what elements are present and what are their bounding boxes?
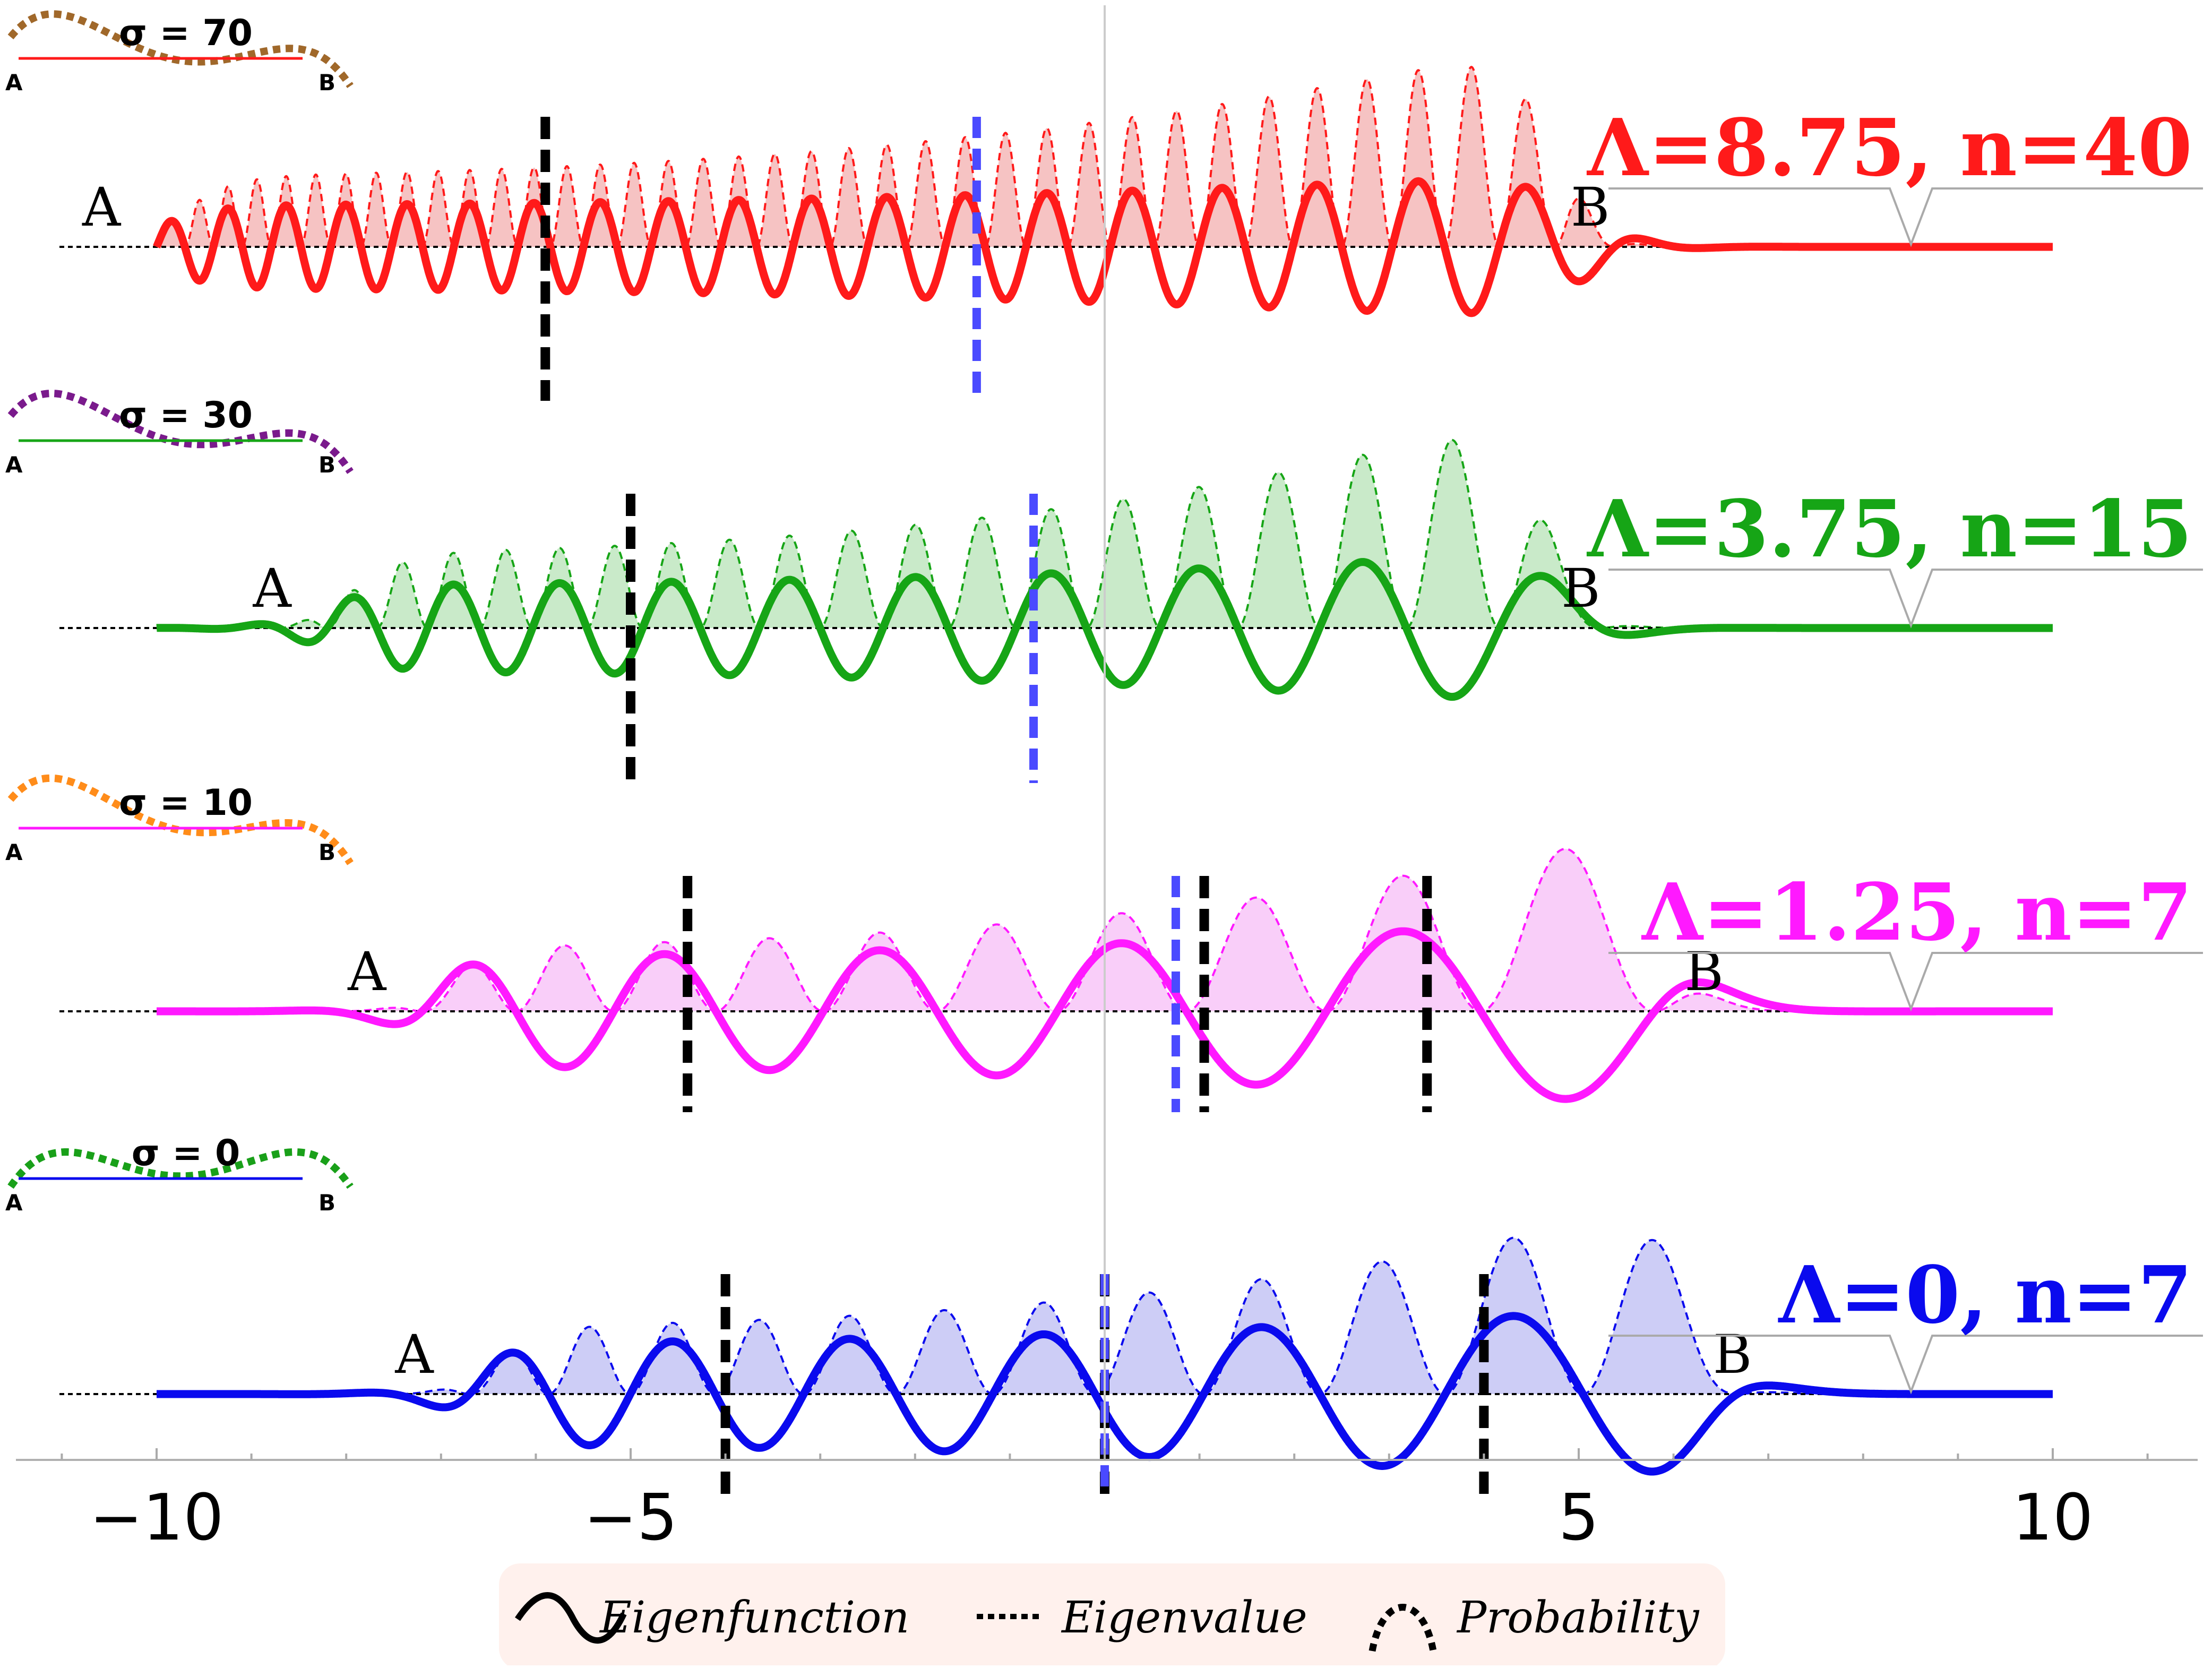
potential-curve-2 — [7, 774, 354, 865]
tick-label-0: −10 — [89, 1481, 223, 1555]
label-b-3: B — [1713, 1323, 1752, 1386]
inset-b-0: B — [319, 70, 335, 96]
potential-inset-0: σ = 70 A B — [5, 10, 354, 96]
label-b-0: B — [1571, 176, 1610, 238]
potential-inset-2: σ = 10 A B — [5, 774, 354, 865]
potential-inset-1: σ = 30 A B — [5, 390, 354, 478]
label-b-2: B — [1684, 941, 1724, 1003]
panel-label-1: Λ=3.75, n=15 — [1586, 483, 2192, 575]
legend-probability-swatch — [1368, 1604, 1437, 1652]
potential-curve-3 — [7, 1148, 354, 1189]
callout-pointer-2 — [1608, 952, 2203, 1012]
probability-fill-3 — [157, 1237, 2053, 1394]
panel-0: A BΛ=8.75, n=40σ = 70A B — [5, 10, 2203, 401]
inset-b-3: B — [319, 1190, 335, 1216]
inset-a-2: A — [5, 839, 23, 865]
callout-pointer-0 — [1608, 187, 2203, 247]
label-b-1: B — [1561, 557, 1600, 620]
inset-a-0: A — [5, 70, 23, 96]
legend-eigenfunction-label: Eigenfunction — [599, 1593, 909, 1643]
tick-label-1: −5 — [584, 1481, 678, 1555]
x-axis: −10 −5 5 10 — [16, 5, 2198, 1555]
inset-a-3: A — [5, 1190, 23, 1216]
sigma-label-1: σ = 30 — [119, 394, 253, 436]
legend-probability-label: Probability — [1456, 1593, 1700, 1643]
potential-curve-0 — [7, 10, 354, 88]
legend-box — [499, 1563, 1725, 1668]
label-a-0: A — [82, 176, 122, 238]
potential-curve-1 — [7, 390, 354, 474]
tick-label-3: 10 — [2012, 1481, 2094, 1555]
tick-label-2: 5 — [1559, 1481, 1599, 1555]
sigma-label-2: σ = 10 — [119, 782, 253, 824]
sigma-label-0: σ = 70 — [119, 12, 253, 54]
label-a-3: A — [394, 1323, 434, 1386]
panel-label-2: Λ=1.25, n=7 — [1641, 866, 2192, 958]
probability-fill-0 — [157, 67, 2053, 247]
legend-eigenvalue-label: Eigenvalue — [1061, 1593, 1307, 1643]
inset-b-2: B — [319, 839, 335, 865]
inset-a-1: A — [5, 452, 23, 478]
panel-label-3: Λ=0, n=7 — [1778, 1249, 2192, 1341]
panel-label-0: Λ=8.75, n=40 — [1586, 101, 2192, 194]
inset-b-1: B — [319, 452, 335, 478]
label-a-1: A — [252, 557, 292, 620]
legend-eigenfunction-swatch — [515, 1592, 627, 1644]
callout-pointer-1 — [1608, 569, 2203, 629]
label-a-2: A — [347, 941, 387, 1003]
callout-pointer-3 — [1608, 1335, 2203, 1395]
tick-layer: −10 −5 5 10 — [61, 1448, 2149, 1555]
sigma-label-3: σ = 0 — [132, 1132, 240, 1174]
potential-inset-3: σ = 0 A B — [5, 1132, 354, 1216]
legend: Eigenfunction Eigenvalue Probability — [499, 1563, 1725, 1668]
